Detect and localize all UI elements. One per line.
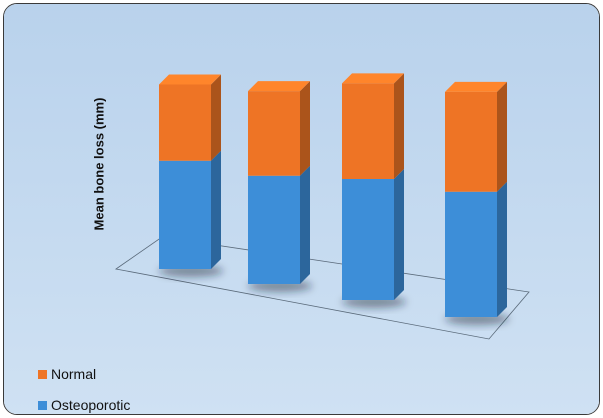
legend-swatch-osteoporotic [38, 400, 47, 410]
bar-osteoporotic-front-1 [248, 175, 300, 284]
bar-osteoporotic-side-1 [300, 165, 310, 284]
bar-normal-top-0 [159, 74, 221, 85]
bar-normal-top-1 [248, 81, 310, 92]
legend-label-osteoporotic: Osteoporotic [51, 397, 131, 413]
legend-item-osteoporotic: Osteoporotic [38, 397, 130, 413]
chart-canvas [4, 4, 599, 414]
bar-osteoporotic-front-0 [159, 160, 211, 269]
floor-plane [114, 236, 530, 340]
bar-normal-front-0 [159, 84, 211, 161]
bar-normal-front-1 [248, 91, 300, 176]
bars-layer [159, 73, 509, 325]
chart-frame: Mean bone loss (mm) Normal Osteoporotic [3, 3, 600, 415]
bar-osteoporotic-side-3 [497, 181, 507, 317]
legend-swatch-normal [38, 369, 47, 379]
bar-osteoporotic-side-0 [211, 150, 221, 269]
bar-normal-side-3 [497, 81, 507, 192]
bar-normal-side-0 [211, 74, 221, 161]
bar-osteoporotic-side-2 [394, 169, 404, 300]
bar-normal-side-1 [300, 81, 310, 176]
bar-normal-side-2 [394, 73, 404, 179]
legend-item-normal: Normal [38, 366, 96, 382]
bar-normal-top-2 [342, 73, 404, 84]
bar-normal-front-2 [342, 83, 394, 179]
bar-osteoporotic-front-2 [342, 179, 394, 300]
legend-label-normal: Normal [51, 366, 97, 382]
bar-osteoporotic-front-3 [445, 191, 497, 317]
bar-normal-top-3 [445, 81, 507, 92]
bar-normal-front-3 [445, 91, 497, 192]
y-axis-label: Mean bone loss (mm) [91, 97, 107, 231]
